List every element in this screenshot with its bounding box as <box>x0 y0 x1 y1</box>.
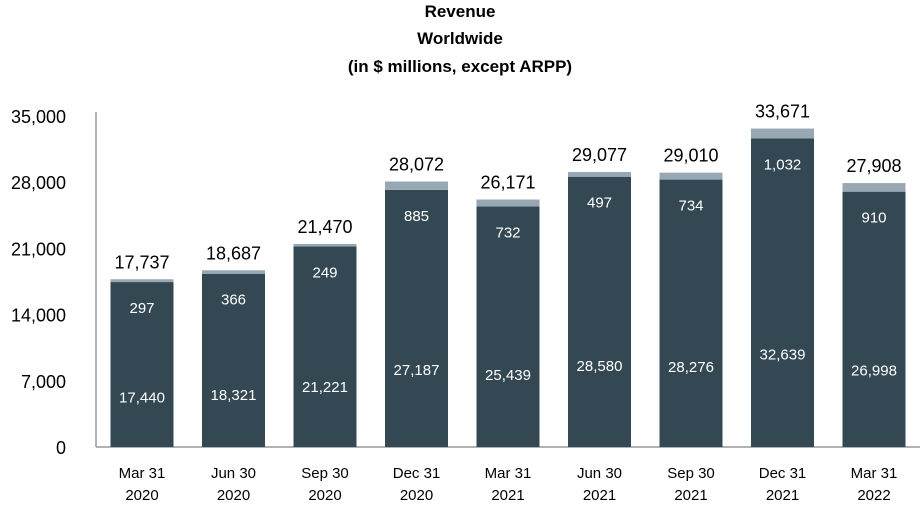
bar-segment-main <box>110 282 174 447</box>
x-tick-label: Mar 31 <box>485 465 532 482</box>
x-tick-label-year: 2021 <box>491 487 524 504</box>
chart-title-line-1: Revenue <box>425 2 496 21</box>
y-tick-label: 14,000 <box>11 306 66 326</box>
x-tick-label: Sep 30 <box>301 465 349 482</box>
bar-segment-secondary <box>659 172 723 180</box>
x-tick-label-year: 2022 <box>857 487 890 504</box>
y-tick-label: 0 <box>56 438 66 458</box>
bar-segment-main <box>659 179 723 447</box>
bar-total-label: 29,010 <box>663 146 718 166</box>
x-tick-label-year: 2020 <box>400 487 433 504</box>
bar-value-label-main: 28,276 <box>668 359 714 376</box>
x-tick-label-year: 2021 <box>583 487 616 504</box>
bar-value-label-secondary: 249 <box>312 264 337 281</box>
bar-segment-secondary <box>202 270 265 274</box>
y-tick-label: 28,000 <box>11 173 66 193</box>
bar-segment-main <box>476 206 540 447</box>
bar-value-label-secondary: 885 <box>404 208 429 225</box>
x-tick-label: Jun 30 <box>211 465 256 482</box>
x-tick-label-year: 2020 <box>217 487 250 504</box>
x-tick-label: Dec 31 <box>759 465 807 482</box>
bar-value-label-secondary: 297 <box>129 300 154 317</box>
bar-segment-secondary <box>476 199 540 207</box>
x-tick-label: Sep 30 <box>667 465 715 482</box>
y-tick-label: 7,000 <box>21 372 66 392</box>
bar-segment-main <box>751 138 814 447</box>
chart-title-line-2: Worldwide <box>417 29 503 48</box>
bar-segment-secondary <box>751 128 814 139</box>
x-tick-label: Mar 31 <box>119 465 166 482</box>
bar-segment-main <box>293 246 357 447</box>
x-tick-label: Mar 31 <box>851 465 898 482</box>
bar-total-label: 21,470 <box>297 217 352 237</box>
x-tick-label-year: 2021 <box>766 487 799 504</box>
x-tick-label: Dec 31 <box>393 465 441 482</box>
bar-segment-main <box>385 189 448 447</box>
bar-total-label: 26,171 <box>480 172 535 192</box>
bar-value-label-main: 18,321 <box>211 387 257 404</box>
bar-value-label-main: 17,440 <box>119 390 165 407</box>
y-tick-label: 35,000 <box>11 107 66 127</box>
bar-segment-main <box>202 273 265 447</box>
bar-value-label-main: 21,221 <box>302 379 348 396</box>
bar-value-label-main: 25,439 <box>485 367 531 384</box>
x-tick-label-year: 2021 <box>674 487 707 504</box>
bar-value-label-secondary: 1,032 <box>764 156 802 173</box>
bar-segment-secondary <box>568 172 631 177</box>
bar-total-label: 18,687 <box>206 243 261 263</box>
chart-title-line-3: (in $ millions, except ARPP) <box>348 57 572 76</box>
bar-value-label-secondary: 366 <box>221 292 246 309</box>
x-tick-label-year: 2020 <box>308 487 341 504</box>
bar-segment-secondary <box>385 181 448 190</box>
bar-total-label: 17,737 <box>114 252 169 272</box>
bar-total-label: 33,671 <box>755 102 810 122</box>
bar-total-label: 27,908 <box>846 156 901 176</box>
bar-total-label: 28,072 <box>389 155 444 175</box>
bar-segment-secondary <box>842 183 906 192</box>
bar-segment-secondary <box>110 279 174 283</box>
x-tick-label: Jun 30 <box>577 465 622 482</box>
bar-segment-secondary <box>293 243 357 247</box>
bar-segment-main <box>568 176 631 448</box>
bar-value-label-main: 28,580 <box>577 358 623 375</box>
bar-segment-main <box>842 191 906 447</box>
bar-value-label-secondary: 910 <box>861 210 886 227</box>
bar-value-label-secondary: 497 <box>587 195 612 212</box>
bar-total-label: 29,077 <box>572 145 627 165</box>
bar-value-label-main: 26,998 <box>851 362 897 379</box>
bar-value-label-secondary: 734 <box>678 198 703 215</box>
bar-value-label-main: 27,187 <box>394 362 440 379</box>
x-tick-label-year: 2020 <box>125 487 158 504</box>
y-tick-label: 21,000 <box>11 239 66 259</box>
bar-value-label-main: 32,639 <box>760 346 806 363</box>
bar-value-label-secondary: 732 <box>495 224 520 241</box>
